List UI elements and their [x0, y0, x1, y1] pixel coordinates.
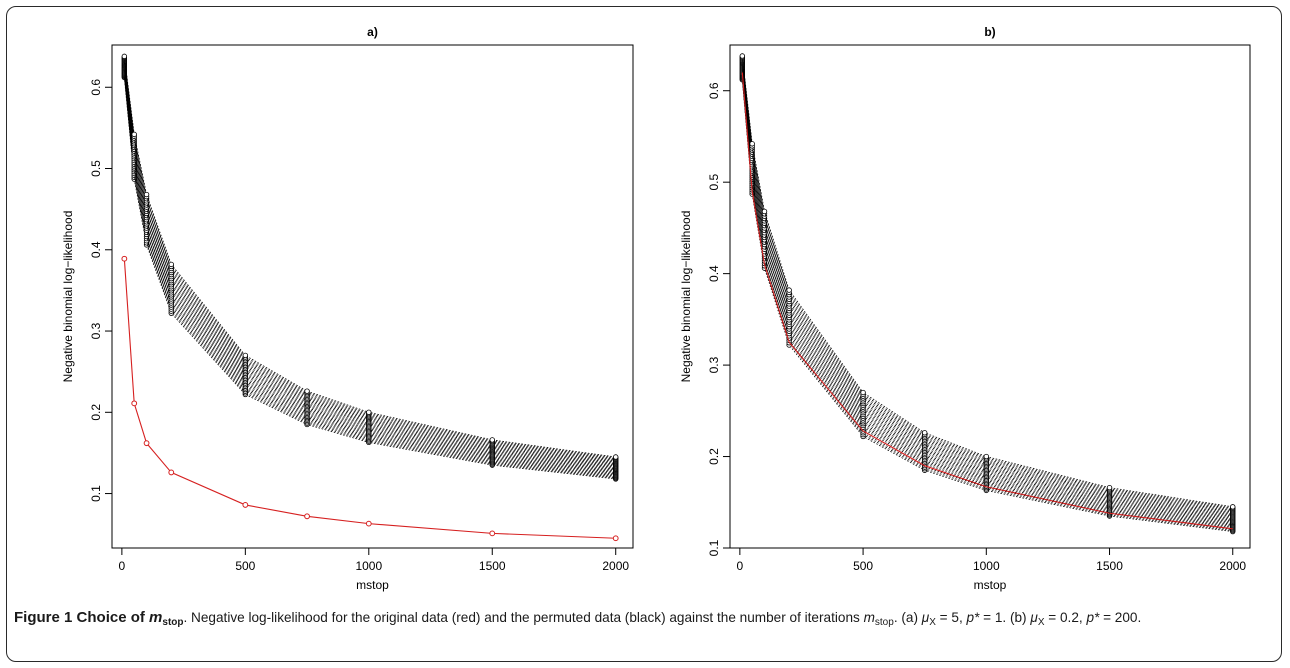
- panel-a-plot-box: [111, 44, 634, 549]
- panel-a-y-tick-label: 0.4: [89, 241, 103, 258]
- panel-a-permuted-line: [123, 62, 616, 464]
- panel-b-permuted-line: [741, 55, 1233, 508]
- panel-a-original-point: [168, 469, 175, 476]
- panel-b-permuted-line: [741, 68, 1233, 521]
- panel-b-original-line: [741, 72, 1233, 530]
- panel-b-permuted-line: [741, 63, 1233, 516]
- panel-b-permuted-line: [741, 66, 1233, 519]
- panel-a-permuted-line: [123, 63, 616, 465]
- panel-a-permuted-line: [123, 76, 616, 479]
- panel-a-x-tick-label: 1000: [355, 559, 382, 573]
- panel-b-permuted-point: [1230, 504, 1236, 510]
- panel-b-permuted-line: [741, 62, 1233, 515]
- panel-b-permuted-line: [741, 73, 1233, 526]
- panel-b-x-tick-label: 1500: [1096, 559, 1123, 573]
- panel-a-permuted-point: [366, 409, 372, 415]
- panel-a-permuted-point: [131, 131, 137, 138]
- panel-a-permuted-line: [123, 59, 616, 462]
- panel-b-y-tick-label: 0.2: [707, 448, 721, 465]
- panel-a-permuted-line: [123, 65, 616, 467]
- caption-label: Figure 1 Choice of mstop: [14, 609, 184, 628]
- panel-b-permuted-line: [741, 57, 1233, 510]
- panel-a-y-tick-label: 0.3: [89, 322, 103, 339]
- panel-b-permuted-point: [786, 287, 792, 293]
- panel-b-plot-box: [729, 44, 1251, 549]
- panel-a-permuted-point: [121, 53, 128, 60]
- panel-a-original-point: [131, 400, 138, 407]
- panel-b-permuted-line: [741, 61, 1233, 514]
- panel-b-permuted-line: [741, 69, 1233, 522]
- panel-b-y-tick-label: 0.1: [707, 539, 721, 556]
- figure-canvas: a) 0 500 1000 1500 2000 0.1 0.2 0.3 0.4 0.5 0.6 msto…: [61, 25, 1251, 592]
- panel-b-x-tick-label: 500: [853, 559, 873, 573]
- panel-a-y-tick-label: 0.5: [89, 160, 103, 177]
- panel-b-x-tick-label: 1000: [973, 559, 1000, 573]
- panel-a-x-tick-label: 500: [235, 559, 255, 573]
- panel-b-y-tick-label: 0.3: [707, 356, 721, 373]
- caption-text: . Negative log-likelihood for the origin…: [183, 610, 1142, 628]
- panel-a-permuted-point: [304, 388, 310, 394]
- panel-a-original-point: [612, 535, 619, 542]
- panel-a-x-axis-label: mstop: [356, 578, 389, 592]
- panel-b-y-tick-label: 0.4: [707, 265, 721, 282]
- panel-a-y-tick-label: 0.2: [89, 404, 103, 421]
- panel-a-x-tick-label: 1500: [479, 559, 506, 573]
- panel-b-permuted-line: [741, 64, 1233, 517]
- panel-a-original-point: [489, 530, 496, 537]
- panel-b-permuted-point: [1106, 484, 1113, 491]
- panel-a-permuted-line: [123, 58, 616, 460]
- panel-b-permuted-line: [741, 70, 1233, 523]
- panel-b-x-tick-label: 0: [737, 559, 744, 573]
- panel-a-original-point: [121, 255, 128, 262]
- panel-b-permuted-point: [749, 141, 755, 147]
- panel-a-permuted-line: [123, 56, 616, 458]
- panel-a-permuted-line: [123, 61, 616, 463]
- panel-b-y-tick-label: 0.5: [707, 174, 721, 191]
- panel-b-permuted-point: [739, 53, 746, 59]
- panel-b-y-tick-label: 0.6: [707, 82, 721, 99]
- panel-a-y-tick-label: 0.6: [89, 79, 103, 96]
- panel-a-permuted-line: [123, 66, 616, 468]
- panel-a-original-line: [123, 258, 616, 539]
- panel-a-permuted-point: [489, 437, 495, 443]
- panel-b-permuted-line: [741, 67, 1233, 520]
- panel-a: a) 0 500 1000 1500 2000 0.1 0.2 0.3 0.4 0.5 0.6 msto…: [61, 25, 634, 592]
- panel-a-x-tick-label: 0: [119, 559, 126, 573]
- panel-a-y-axis-label: Negative binomial log−likelihood: [61, 211, 75, 383]
- panel-a-permuted-line: [123, 64, 616, 466]
- panel-b-permuted-line: [741, 60, 1233, 513]
- figure-frame: [6, 6, 1282, 662]
- panel-a-permuted-point: [242, 352, 249, 359]
- panel-a-permuted-point: [143, 191, 150, 198]
- panel-b-x-axis-label: mstop: [974, 578, 1007, 592]
- panel-b: b) 0 500 1000 1500 2000 0.1 0.2 0.3 0.4 0.5 0.6 msto…: [679, 25, 1251, 592]
- panel-a-permuted-line: [123, 67, 616, 470]
- panel-a-permuted-line: [123, 68, 616, 471]
- panel-a-permuted-line: [123, 66, 616, 469]
- panel-b-permuted-point: [761, 208, 768, 215]
- panel-b-permuted-line: [741, 59, 1233, 512]
- panel-b-title: b): [984, 25, 995, 39]
- panel-a-permuted-line: [123, 58, 616, 461]
- panel-a-original-point: [143, 440, 150, 447]
- panel-b-permuted-line: [741, 65, 1233, 518]
- panel-b-permuted-point: [921, 430, 928, 436]
- panel-b-permuted-point: [860, 389, 866, 396]
- panel-b-permuted-point: [983, 453, 990, 460]
- panel-a-original-point: [365, 520, 372, 527]
- panel-b-y-axis-label: Negative binomial log−likelihood: [679, 211, 693, 383]
- panel-b-permuted-line: [741, 58, 1233, 511]
- panel-a-permuted-line: [123, 57, 616, 459]
- panel-a-permuted-point: [168, 261, 174, 268]
- panel-a-original-point: [242, 502, 249, 508]
- figure-caption: Figure 1 Choice of mstop. Negative log-l…: [14, 608, 1276, 633]
- panel-a-x-tick-label: 2000: [602, 559, 629, 573]
- panel-a-permuted-point: [613, 454, 619, 460]
- panel-a-original-point: [304, 513, 310, 520]
- panel-a-permuted-line: [123, 60, 616, 462]
- panel-a-y-tick-label: 0.1: [89, 485, 103, 502]
- panel-a-title: a): [367, 25, 378, 39]
- panel-b-x-tick-label: 2000: [1219, 559, 1246, 573]
- panel-b-permuted-line: [741, 56, 1233, 509]
